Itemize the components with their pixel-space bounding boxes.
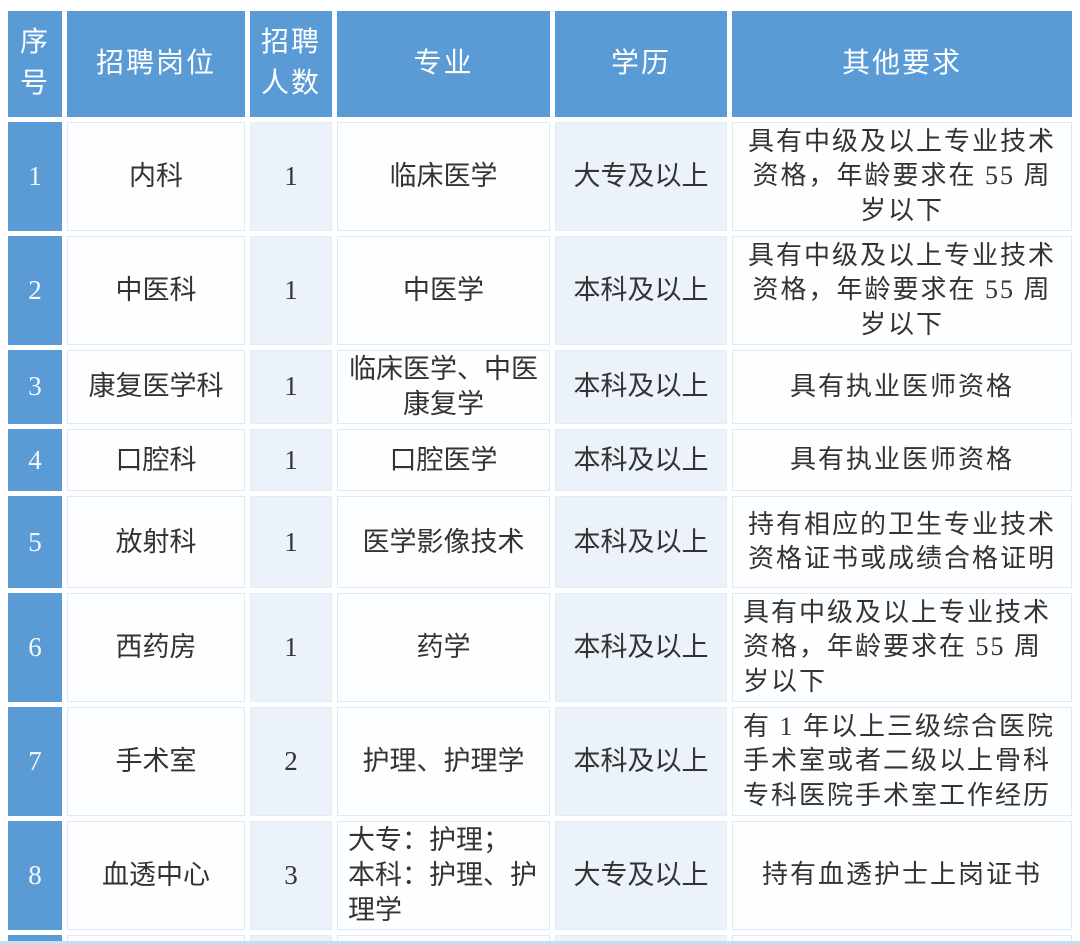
table-row: 2 中医科 1 中医学 本科及以上 具有中级及以上专业技术资格，年龄要求在 55… bbox=[8, 235, 1072, 345]
cell-education: 大专及以上 bbox=[555, 122, 727, 231]
cell-position: 口腔科 bbox=[67, 429, 245, 492]
table-row: 5 放射科 1 医学影像技术 本科及以上 持有相应的卫生专业技术资格证书或成绩合… bbox=[8, 496, 1072, 589]
cell-no: 4 bbox=[8, 429, 62, 492]
cell-major: 护理、护理学 bbox=[337, 707, 550, 816]
cell-major: 大专：护理； 本科：护理、护理学 bbox=[337, 820, 550, 931]
cell-position: 分娩室 bbox=[67, 935, 245, 945]
cell-education: 本科及以上 bbox=[555, 593, 727, 702]
cell-major: 中医学 bbox=[337, 235, 550, 345]
cell-other: 具有执业医师资格 bbox=[732, 429, 1072, 492]
table-row: 8 血透中心 3 大专：护理； 本科：护理、护理学 大专及以上 持有血透护士上岗… bbox=[8, 820, 1072, 931]
table-row: 7 手术室 2 护理、护理学 本科及以上 有 1 年以上三级综合医院手术室或者二… bbox=[8, 707, 1072, 816]
cell-education: 大专及以上 bbox=[555, 820, 727, 931]
cell-no: 6 bbox=[8, 593, 62, 702]
table-row: 1 内科 1 临床医学 大专及以上 具有中级及以上专业技术资格，年龄要求在 55… bbox=[8, 122, 1072, 231]
bottom-border-strip bbox=[0, 941, 1080, 945]
cell-other: 有 1 年以上三级综合医院手术室或者二级以上骨科专科医院手术室工作经历 bbox=[732, 707, 1072, 816]
cell-major: 药学 bbox=[337, 593, 550, 702]
cell-education: 本科及以上 bbox=[555, 349, 727, 425]
cell-count: 3 bbox=[250, 820, 332, 931]
cell-major: 口腔医学 bbox=[337, 429, 550, 492]
cell-position: 内科 bbox=[67, 122, 245, 231]
col-header-no: 序 号 bbox=[8, 11, 62, 117]
cell-no: 3 bbox=[8, 349, 62, 425]
cell-count: 2 bbox=[250, 707, 332, 816]
cell-no: 2 bbox=[8, 235, 62, 345]
col-header-position: 招聘岗位 bbox=[67, 11, 245, 117]
cell-education: 大专及以上 bbox=[555, 935, 727, 945]
cell-major: 医学影像技术 bbox=[337, 496, 550, 589]
cell-position: 手术室 bbox=[67, 707, 245, 816]
table-row: 3 康复医学科 1 临床医学、中医 康复学 本科及以上 具有执业医师资格 bbox=[8, 349, 1072, 425]
cell-count: 1 bbox=[250, 122, 332, 231]
col-header-count: 招聘 人数 bbox=[250, 11, 332, 117]
cell-no: 5 bbox=[8, 496, 62, 589]
col-header-education: 学历 bbox=[555, 11, 727, 117]
cell-other: 持有相应的卫生专业技术资格证书或成绩合格证明 bbox=[732, 496, 1072, 589]
cell-position: 放射科 bbox=[67, 496, 245, 589]
cell-no: 8 bbox=[8, 820, 62, 931]
cell-other: 具有中级及以上专业技术资格，年龄要求在 55 周岁以下 bbox=[732, 122, 1072, 231]
table-row: 6 西药房 1 药学 本科及以上 具有中级及以上专业技术资格，年龄要求在 55 … bbox=[8, 593, 1072, 702]
cell-major: 临床医学、中医 康复学 bbox=[337, 349, 550, 425]
cell-count: 1 bbox=[250, 429, 332, 492]
cell-position: 康复医学科 bbox=[67, 349, 245, 425]
cell-other: 具有中级及以上专业技术资格，年龄要求在 55 周岁以下 bbox=[732, 235, 1072, 345]
col-header-major: 专业 bbox=[337, 11, 550, 117]
col-header-other: 其他要求 bbox=[732, 11, 1072, 117]
cell-count: 1 bbox=[250, 496, 332, 589]
cell-education: 本科及以上 bbox=[555, 235, 727, 345]
cell-no: 1 bbox=[8, 122, 62, 231]
cell-position: 血透中心 bbox=[67, 820, 245, 931]
cell-education: 本科及以上 bbox=[555, 496, 727, 589]
cell-count: 1 bbox=[250, 235, 332, 345]
recruitment-table: 序 号 招聘岗位 招聘 人数 专业 学历 其他要求 1 内科 1 临床医学 大专… bbox=[3, 6, 1077, 945]
cell-major: 临床医学 bbox=[337, 122, 550, 231]
cell-position: 西药房 bbox=[67, 593, 245, 702]
cell-count: 1 bbox=[250, 935, 332, 945]
table-row: 4 口腔科 1 口腔医学 本科及以上 具有执业医师资格 bbox=[8, 429, 1072, 492]
cell-education: 本科及以上 bbox=[555, 707, 727, 816]
cell-no: 7 bbox=[8, 707, 62, 816]
cell-count: 1 bbox=[250, 593, 332, 702]
cell-other: 具有中级及以上专业技术资格，年龄要求在 55 周岁以下 bbox=[732, 593, 1072, 702]
cell-other: 具有执业医师资格 bbox=[732, 349, 1072, 425]
cell-education: 本科及以上 bbox=[555, 429, 727, 492]
cell-count: 1 bbox=[250, 349, 332, 425]
cell-no: 9 bbox=[8, 935, 62, 945]
cell-position: 中医科 bbox=[67, 235, 245, 345]
recruitment-table-page: 序 号 招聘岗位 招聘 人数 专业 学历 其他要求 1 内科 1 临床医学 大专… bbox=[0, 6, 1080, 945]
cell-other: 持有血透护士上岗证书 bbox=[732, 820, 1072, 931]
header-row: 序 号 招聘岗位 招聘 人数 专业 学历 其他要求 bbox=[8, 11, 1072, 117]
